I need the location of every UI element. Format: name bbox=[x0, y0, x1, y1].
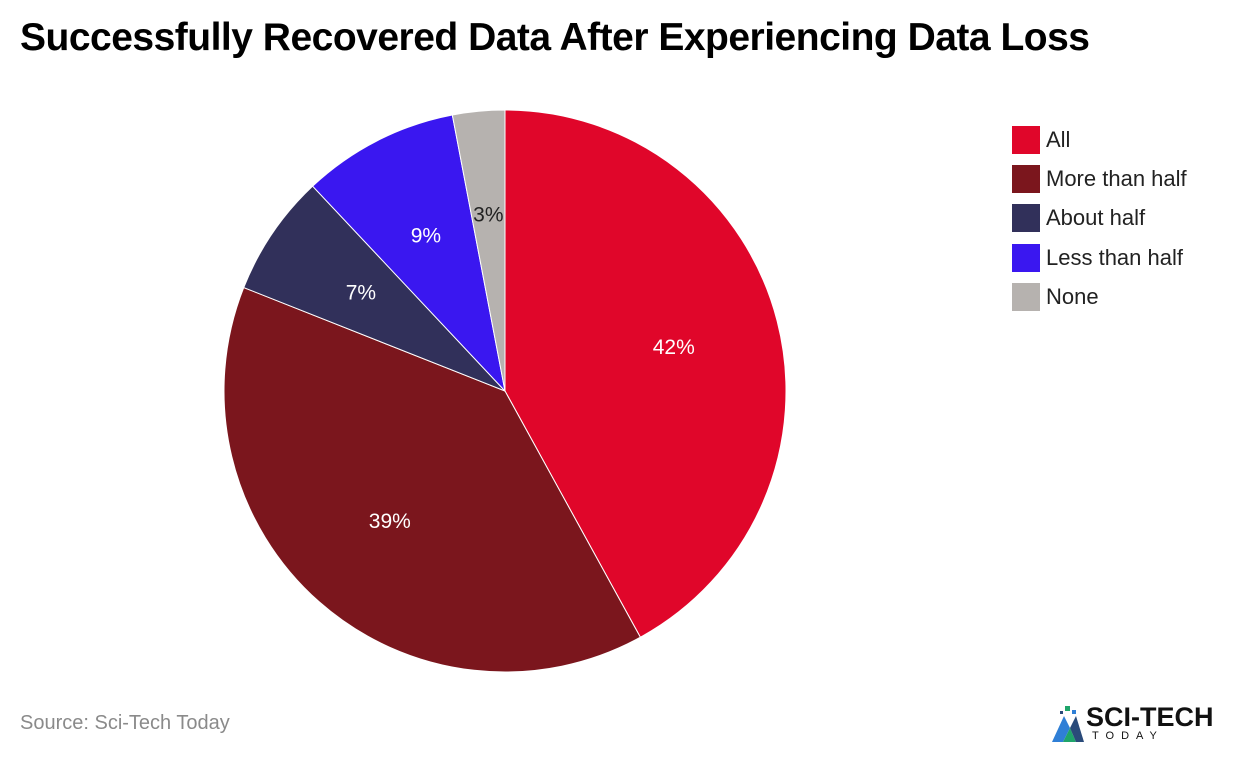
value-label-all: 42% bbox=[653, 336, 695, 359]
legend-swatch bbox=[1012, 164, 1040, 193]
value-label-more-than-half: 39% bbox=[369, 510, 411, 533]
legend-swatch bbox=[1012, 282, 1040, 311]
pie-slice-about-half bbox=[243, 185, 506, 392]
brand-logo: SCI-TECH TODAY bbox=[1050, 702, 1226, 746]
brand-tagline: TODAY bbox=[1092, 730, 1164, 742]
legend-item-about-half: About half bbox=[1012, 199, 1187, 238]
legend-item-none: None bbox=[1012, 277, 1187, 316]
legend-label: None bbox=[1046, 283, 1099, 309]
brand-name: SCI-TECH bbox=[1086, 702, 1214, 732]
value-label-less-than-half: 9% bbox=[411, 224, 441, 247]
legend: All More than half About half Less than hal… bbox=[1012, 120, 1187, 316]
pie-slices bbox=[223, 109, 787, 673]
legend-label: Less than half bbox=[1046, 244, 1183, 270]
chart-title: Successfully Recovered Data After Experi… bbox=[20, 16, 1090, 59]
pie-slice-less-than-half bbox=[311, 114, 506, 393]
pie-chart: 42% 39% 7% 9% 3% bbox=[223, 109, 787, 673]
legend-label: All bbox=[1046, 126, 1071, 152]
legend-swatch bbox=[1012, 243, 1040, 272]
sci-tech-logo-icon bbox=[1052, 706, 1084, 742]
value-label-about-half: 7% bbox=[346, 282, 376, 305]
legend-label: About half bbox=[1046, 205, 1146, 231]
legend-label: More than half bbox=[1046, 165, 1187, 191]
legend-swatch bbox=[1012, 204, 1040, 233]
pie-slice-all bbox=[504, 109, 787, 638]
pie-slice-more-than-half bbox=[223, 286, 642, 673]
pie-value-labels: 42% 39% 7% 9% 3% bbox=[346, 203, 695, 533]
pie-slice-none bbox=[451, 109, 506, 392]
legend-item-more-than-half: More than half bbox=[1012, 159, 1187, 198]
legend-item-less-than-half: Less than half bbox=[1012, 238, 1187, 277]
value-label-none: 3% bbox=[473, 203, 503, 226]
source-note: Source: Sci-Tech Today bbox=[20, 712, 230, 734]
legend-swatch bbox=[1012, 125, 1040, 154]
legend-item-all: All bbox=[1012, 120, 1187, 159]
